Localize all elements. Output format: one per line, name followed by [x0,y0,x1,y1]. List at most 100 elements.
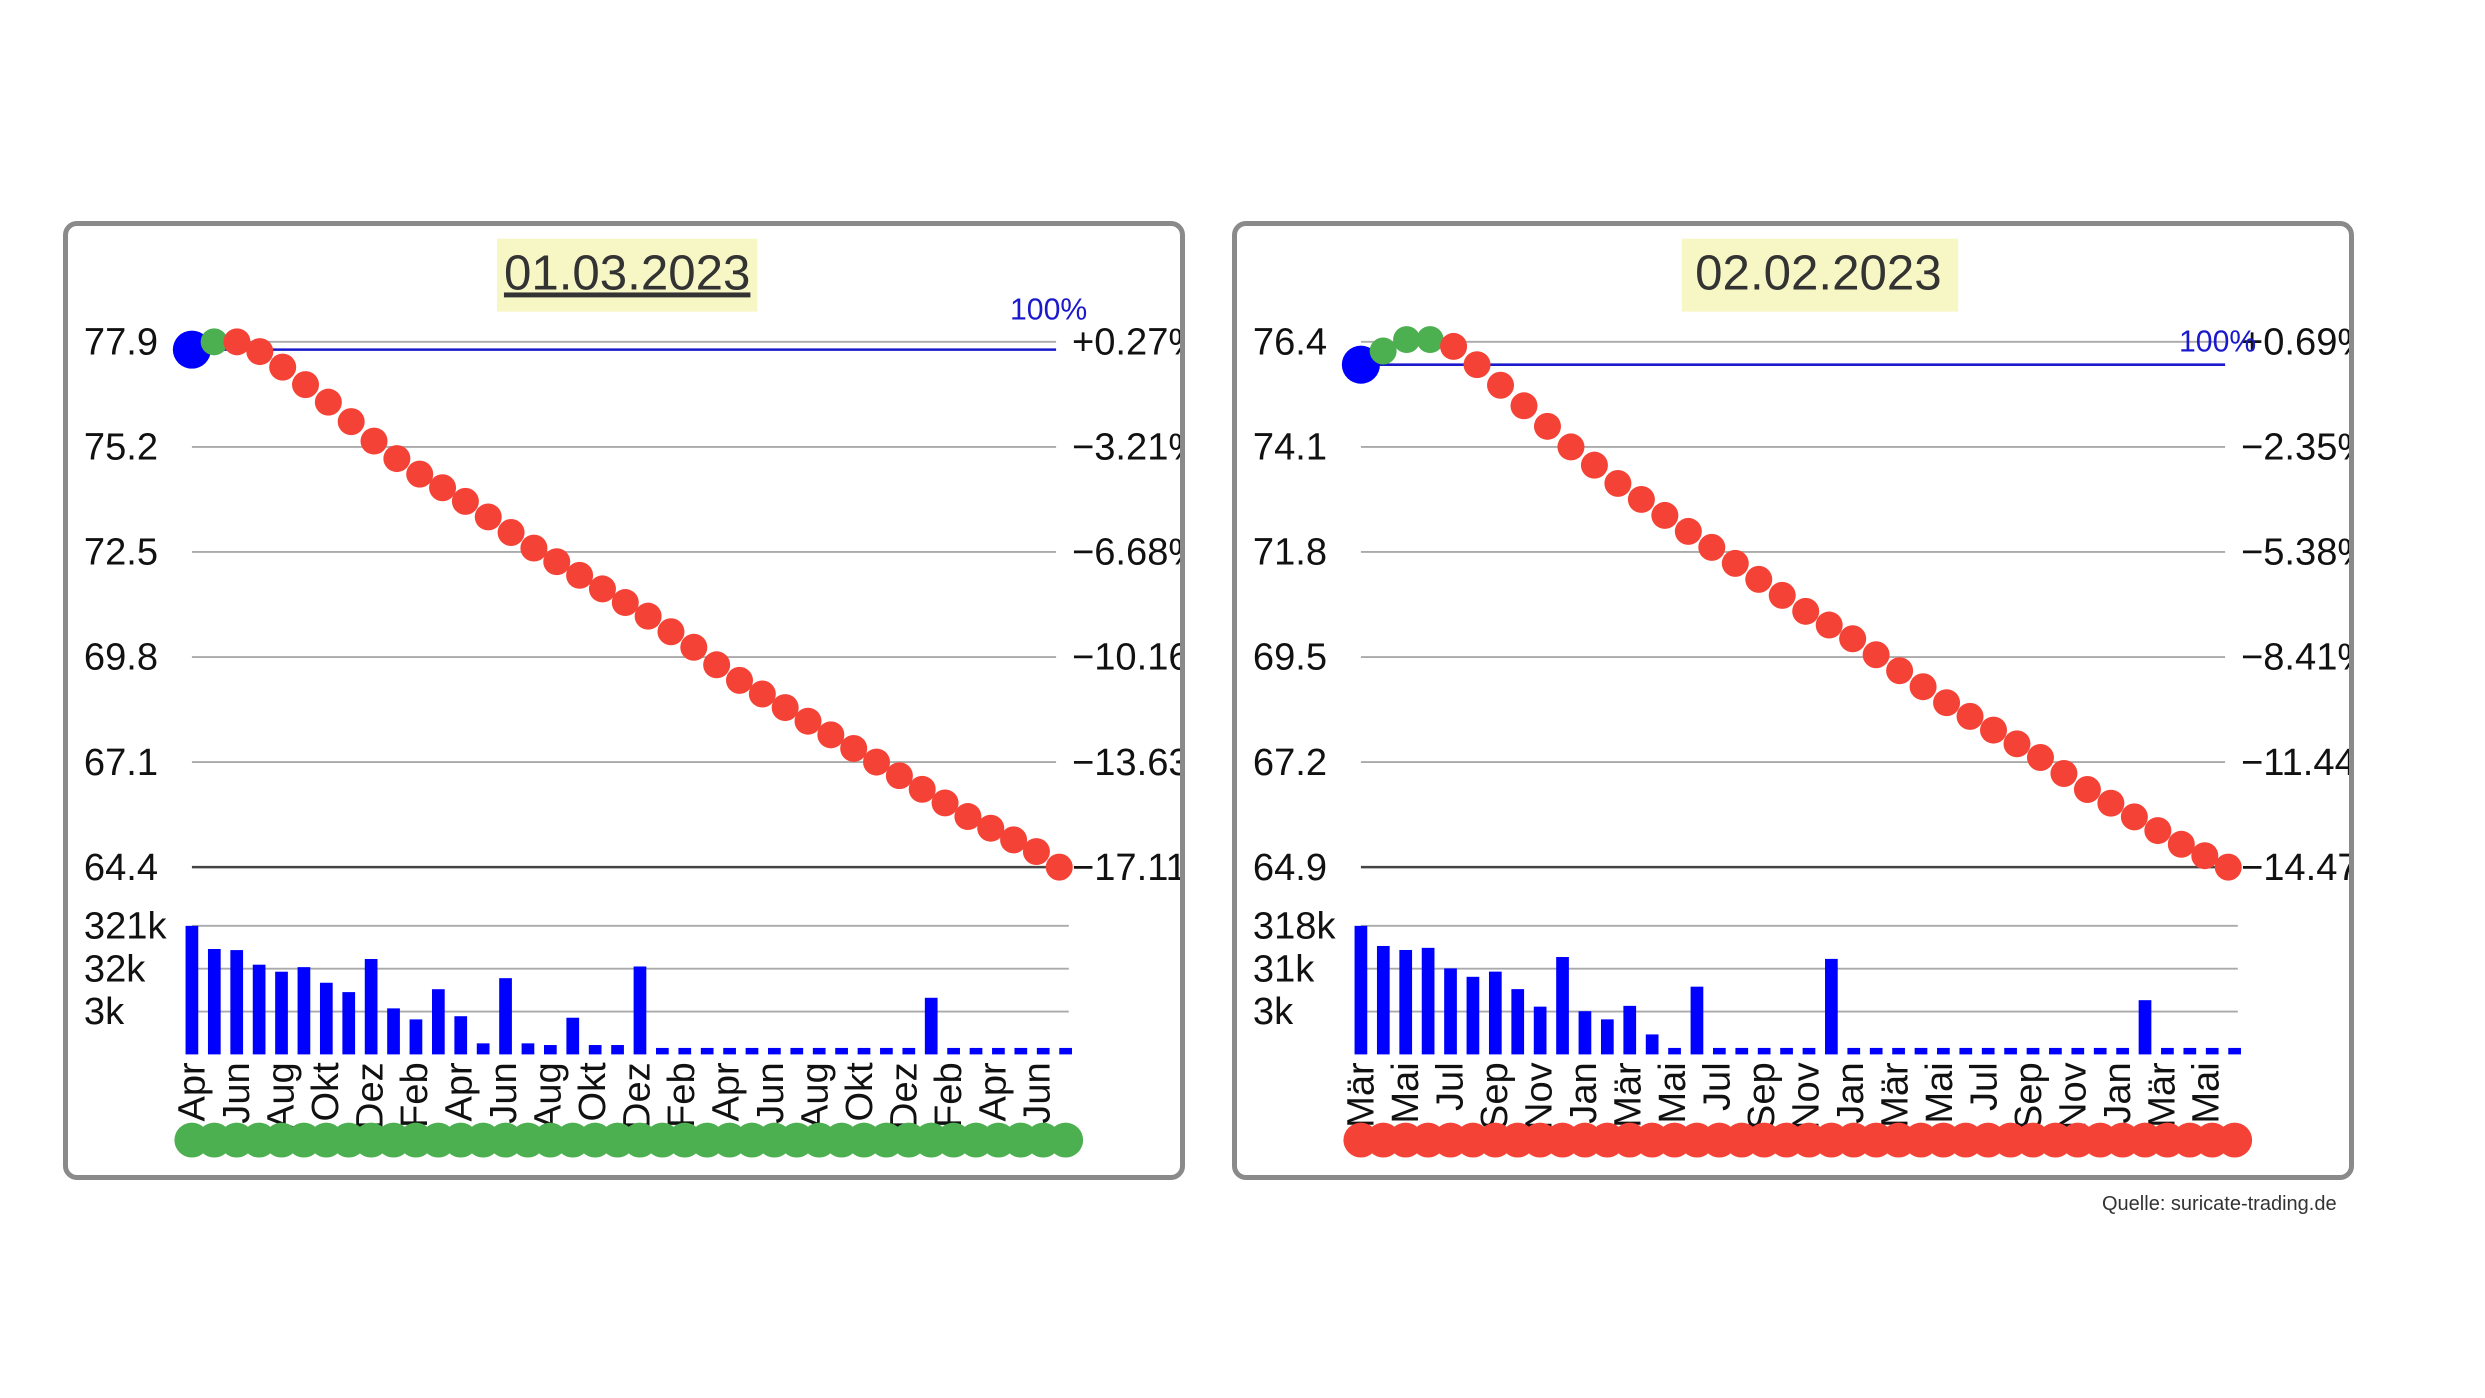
y-tick-label: 72.5 [84,532,158,574]
x-tick-label: Okt [305,1062,347,1122]
x-tick-label: Jan [2097,1062,2139,1123]
volume-bar [230,950,244,1055]
volume-bar [745,1047,759,1055]
series-dot [1792,597,1820,625]
series-dot [1463,351,1491,379]
volume-bar [499,978,512,1055]
series-dot [840,734,868,762]
volume-bar [588,1045,602,1055]
volume-bar [1059,1047,1072,1055]
volume-bar [1014,1047,1028,1055]
volume-bar [1959,1047,1973,1055]
series-dot [1956,702,1984,730]
y-tick-label: 77.9 [84,322,158,364]
volume-bar [319,982,333,1055]
series-dot [657,618,685,646]
y-right-tick-label: −11.44% [2241,742,2349,784]
x-tick-label: Mai [1919,1062,1961,1123]
x-tick-label: Apr [705,1062,747,1122]
volume-bar [1735,1047,1749,1055]
volume-bar [678,1047,692,1055]
volume-bar [1825,958,1838,1055]
volume-bar [1578,1011,1592,1055]
x-tick-label: Feb [928,1062,970,1128]
volume-bar [1713,1047,1726,1055]
x-tick-label: Aug [527,1062,569,1130]
volume-bar [992,1047,1005,1055]
volume-bar [1600,1019,1614,1055]
series-dot [383,445,411,473]
volume-tick-label: 321k [84,906,168,948]
series-dot [1980,716,2008,744]
series-dot [1369,337,1397,365]
volume-bar [275,971,288,1055]
series-dot [1416,326,1444,354]
x-tick-label: Sep [2008,1062,2050,1130]
volume-bar [1981,1047,1995,1055]
series-dot [1440,332,1468,360]
y-tick-label: 71.8 [1253,532,1327,574]
x-tick-label: Nov [2052,1062,2094,1130]
y-tick-label: 69.8 [84,637,158,679]
volume-bar [252,964,266,1055]
series-dot [611,589,639,617]
series-dot [588,575,616,603]
series-dot [863,748,891,776]
volume-bar [1914,1047,1928,1055]
chart-right: 76.4 +0.69% 74.1 −2.35% 71.8 −5.38% 69.5 −8.41%… [1253,238,2349,1158]
volume-bar [207,948,221,1055]
series-dot [337,408,365,436]
volume-bar [857,1047,871,1055]
x-tick-label: Mär [1874,1062,1916,1128]
volume-bar [297,967,311,1055]
series-dot [1721,549,1749,577]
x-tick-label: Aug [261,1062,303,1130]
series-dot [1886,657,1914,685]
series-dot [497,519,525,546]
series-dot [1933,689,1961,717]
volume-bar [2093,1047,2107,1055]
volume-bar [1036,1047,1050,1055]
x-tick-label: Okt [572,1062,614,1122]
series-dot [2003,730,2031,758]
series-dot [1487,371,1515,399]
series-dot [725,666,753,694]
volume-bar [1444,968,1457,1055]
chart-title: 01.03.2023 [504,246,750,301]
series-dot [1022,838,1050,866]
series-dot [566,561,594,589]
x-tick-label: Sep [1474,1062,1516,1130]
series-dot [1862,641,1890,669]
volume-bar [1399,949,1413,1055]
volume-bar [835,1047,848,1055]
series-dot [1768,581,1796,609]
y-right-tick-label: −3.21% [1072,427,1180,469]
volume-bar [1488,971,1502,1055]
x-tick-label: Jul [1430,1062,1472,1111]
x-tick-label: Nov [1519,1062,1561,1130]
volume-tick-label: 32k [84,948,146,990]
volume-bar [2205,1047,2219,1055]
series-dot [1580,451,1608,479]
volume-bar [1757,1047,1771,1055]
volume-bar [566,1017,580,1055]
series-dot [269,353,297,381]
series-dot [2191,842,2219,870]
x-tick-label: Apr [438,1062,480,1122]
series-dot [246,338,274,366]
series-dot [429,474,457,502]
volume-tick-label: 3k [1253,991,1294,1033]
series-dot [1651,501,1679,529]
series-dot [1557,433,1585,461]
y-tick-label: 67.1 [84,742,158,784]
y-right-tick-label: −17.11% [1072,847,1180,889]
volume-bar [2004,1047,2017,1055]
source-label: Quelle: suricate-trading.de [2102,1193,2337,1215]
volume-bar [1556,957,1569,1055]
series-dot [1045,853,1073,881]
volume-bar [656,1047,669,1055]
volume-bar [880,1047,893,1055]
series-dot [1698,533,1726,561]
x-tick-label: Mai [1652,1062,1694,1123]
series-dot [2120,803,2148,831]
